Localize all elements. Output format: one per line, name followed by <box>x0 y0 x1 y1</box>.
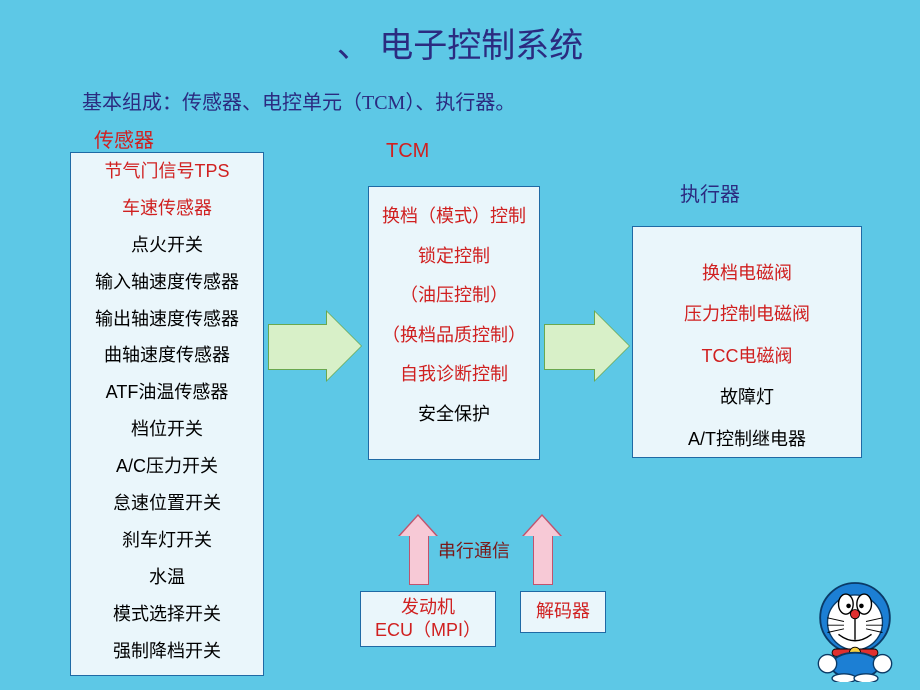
list-item: 水温 <box>71 559 263 596</box>
list-item: （换档品质控制） <box>369 316 539 356</box>
sensor-box: 节气门信号TPS车速传感器点火开关输入轴速度传感器输出轴速度传感器曲轴速度传感器… <box>70 152 264 676</box>
tcm-section-label: TCM <box>386 140 429 163</box>
slide-title: 、 电子控制系统 <box>0 18 920 67</box>
list-item: （油压控制） <box>369 276 539 316</box>
list-item: 换档（模式）控制 <box>369 197 539 237</box>
list-item: 锁定控制 <box>369 237 539 277</box>
list-item: ATF油温传感器 <box>71 374 263 411</box>
actuator-box: 换档电磁阀压力控制电磁阀TCC电磁阀故障灯A/T控制继电器 <box>632 226 862 458</box>
list-item: A/C压力开关 <box>71 448 263 485</box>
list-item: A/T控制继电器 <box>633 419 861 460</box>
doraemon-icon <box>800 572 910 682</box>
list-item: TCC电磁阀 <box>633 336 861 377</box>
list-item: 曲轴速度传感器 <box>71 337 263 374</box>
list-item: 故障灯 <box>633 377 861 418</box>
list-item: 怠速位置开关 <box>71 485 263 522</box>
list-item: 输出轴速度传感器 <box>71 301 263 338</box>
serial-comm-label: 串行通信 <box>438 537 510 563</box>
list-item: 车速传感器 <box>71 190 263 227</box>
list-item: 节气门信号TPS <box>71 153 263 190</box>
list-item: 刹车灯开关 <box>71 522 263 559</box>
list-item: 自我诊断控制 <box>369 355 539 395</box>
ecu-line2: ECU（MPI） <box>375 619 481 642</box>
ecu-box: 发动机 ECU（MPI） <box>360 591 496 647</box>
ecu-line1: 发动机 <box>401 596 455 619</box>
tcm-box: 换档（模式）控制锁定控制（油压控制）（换档品质控制）自我诊断控制安全保护 <box>368 186 540 460</box>
slide-subtitle: 基本组成：传感器、电控单元（TCM）、执行器。 <box>82 86 515 115</box>
list-item: 强制降档开关 <box>71 633 263 670</box>
decoder-box: 解码器 <box>520 591 606 633</box>
list-item: 档位开关 <box>71 411 263 448</box>
actuator-section-label: 执行器 <box>680 178 740 207</box>
list-item: 模式选择开关 <box>71 596 263 633</box>
list-item: 输入轴速度传感器 <box>71 264 263 301</box>
list-item: 换档电磁阀 <box>633 253 861 294</box>
sensor-section-label: 传感器 <box>94 124 154 153</box>
list-item: 压力控制电磁阀 <box>633 294 861 335</box>
list-item: 点火开关 <box>71 227 263 264</box>
decoder-text: 解码器 <box>536 600 590 623</box>
list-item: 安全保护 <box>369 395 539 435</box>
